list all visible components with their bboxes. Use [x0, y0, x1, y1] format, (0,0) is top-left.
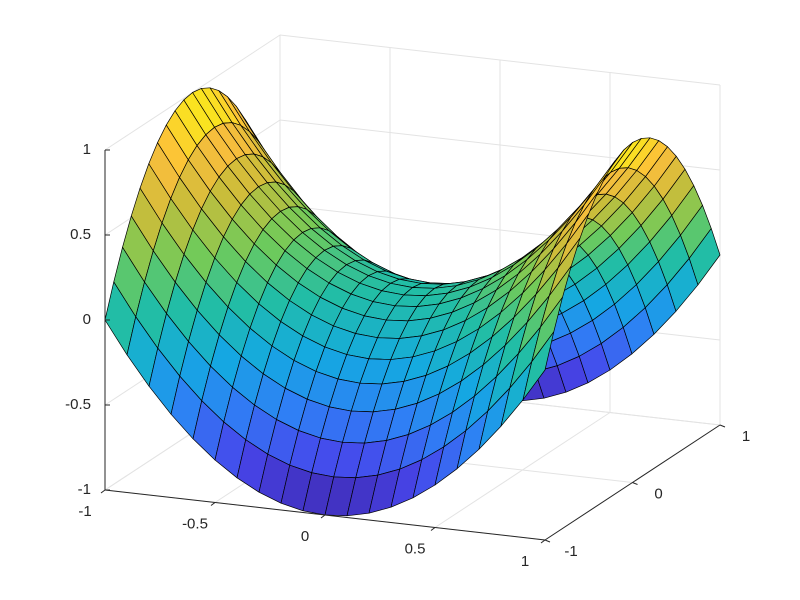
x-tick-label: 1 [521, 553, 529, 570]
z-tick-label: 0 [83, 311, 91, 328]
surface-face [522, 331, 555, 401]
z-tick-label: -0.5 [65, 396, 91, 413]
tick-mark [719, 424, 726, 428]
tick-mark [430, 527, 436, 531]
x-tick-label: -1 [78, 503, 91, 520]
z-tick-label: -1 [78, 481, 91, 498]
tick-mark [632, 482, 638, 485]
tick-mark [320, 514, 326, 519]
z-tick-label: 0.5 [70, 226, 91, 243]
tick-mark [210, 502, 216, 506]
x-tick-label: -0.5 [182, 515, 208, 532]
tick-mark [540, 539, 546, 544]
x-tick-label: 0.5 [405, 540, 426, 557]
grid-line [279, 34, 721, 86]
y-tick-label: -1 [564, 543, 577, 560]
z-tick-label: 1 [83, 141, 91, 158]
tick-mark [100, 489, 106, 494]
tick-mark [544, 539, 551, 543]
y-tick-label: 1 [742, 428, 750, 445]
y-tick-label: 0 [654, 485, 662, 502]
x-tick-label: 0 [301, 528, 309, 545]
